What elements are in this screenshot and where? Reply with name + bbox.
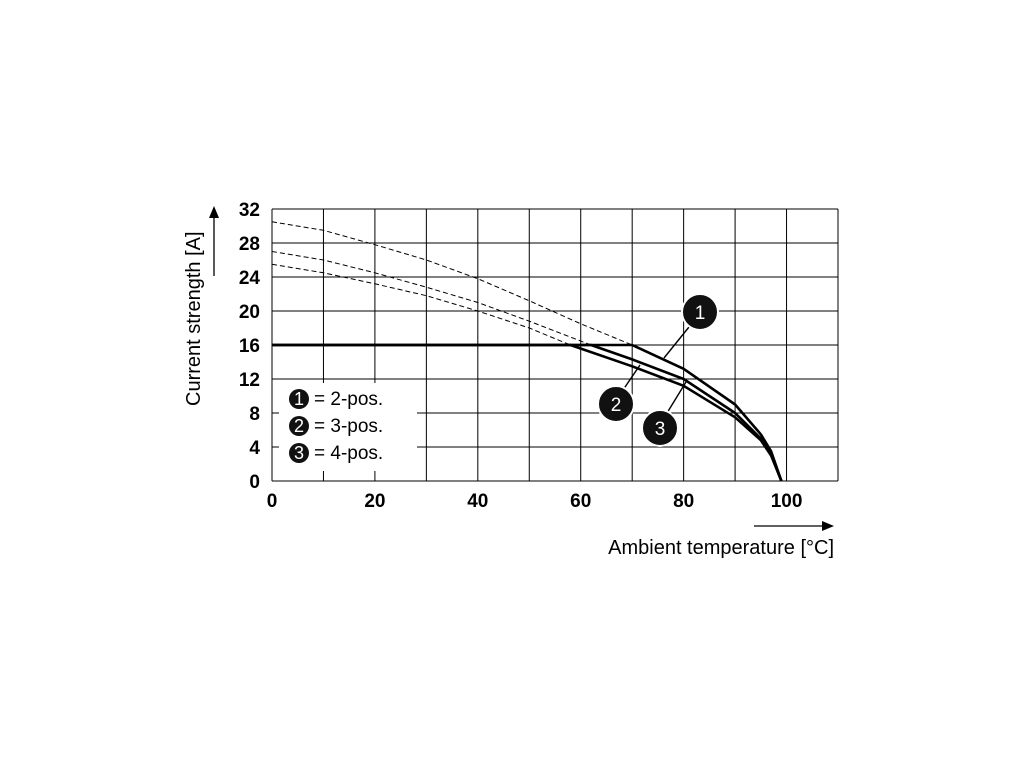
x-tick-label: 40	[467, 491, 488, 512]
x-tick-label: 100	[771, 491, 803, 512]
marker-badge-icon	[289, 416, 309, 436]
y-axis-label: Current strength [A]	[183, 231, 205, 406]
marker-badge-icon	[289, 389, 309, 409]
y-tick-label: 16	[239, 336, 260, 357]
chart-curves	[271, 221, 783, 482]
derated-curve-3	[272, 343, 783, 482]
legend-item: 1 = 2-pos.	[289, 389, 383, 410]
x-axis-ticks: 0 20 40 60 80 100	[267, 491, 803, 512]
y-tick-label: 20	[239, 302, 260, 323]
y-tick-label: 0	[249, 472, 260, 493]
callout-number: 2	[611, 395, 622, 416]
x-tick-label: 80	[673, 491, 694, 512]
legend-item: 2 = 3-pos.	[289, 416, 383, 437]
legend-label: = 3-pos.	[314, 416, 383, 437]
callout-3: 3	[641, 381, 687, 447]
marker-badge-icon	[289, 443, 309, 463]
callout-leader	[622, 364, 641, 391]
y-tick-label: 24	[239, 268, 261, 289]
legend-marker: 2	[294, 416, 304, 436]
y-axis-arrow	[209, 206, 219, 276]
x-axis-label: Ambient temperature [°C]	[608, 537, 834, 559]
callout-badge-icon	[597, 385, 635, 423]
x-tick-label: 20	[364, 491, 385, 512]
y-tick-label: 32	[239, 200, 260, 221]
callout-badge-icon	[641, 409, 679, 447]
y-tick-label: 12	[239, 370, 260, 391]
callout-leader	[666, 381, 687, 414]
y-tick-label: 8	[249, 404, 260, 425]
callout-badge-icon	[681, 293, 719, 331]
callout-2: 2	[597, 364, 641, 423]
x-tick-label: 0	[267, 491, 278, 512]
derated-curve-1	[272, 343, 783, 482]
x-tick-label: 60	[570, 491, 591, 512]
theoretical-curve-3	[271, 263, 782, 482]
y-tick-label: 28	[239, 234, 260, 255]
legend-marker: 1	[294, 389, 304, 409]
y-axis-ticks: 0 4 8 12 16 20 24 28 32	[239, 200, 261, 493]
x-axis-arrow	[754, 521, 834, 531]
callout-number: 1	[695, 303, 706, 324]
legend-marker: 3	[294, 443, 304, 463]
legend-item: 3 = 4-pos.	[289, 443, 383, 464]
legend: 1 = 2-pos. 2 = 3-pos. 3 = 4-pos.	[279, 383, 417, 471]
callout-1: 1	[663, 293, 719, 359]
legend-label: = 4-pos.	[314, 443, 383, 464]
callout-number: 3	[655, 419, 666, 440]
legend-label: = 2-pos.	[314, 389, 383, 410]
callout-leader	[663, 326, 690, 359]
y-tick-label: 4	[249, 438, 260, 459]
